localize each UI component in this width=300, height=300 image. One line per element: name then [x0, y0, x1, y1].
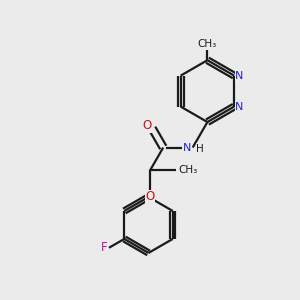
Text: F: F — [100, 241, 107, 254]
Text: CH₃: CH₃ — [178, 166, 197, 176]
Text: O: O — [146, 190, 154, 203]
Text: H: H — [196, 144, 204, 154]
Text: N: N — [183, 142, 191, 152]
Text: O: O — [142, 119, 152, 132]
Text: N: N — [235, 71, 244, 81]
Text: N: N — [235, 102, 244, 112]
Text: CH₃: CH₃ — [198, 39, 217, 49]
